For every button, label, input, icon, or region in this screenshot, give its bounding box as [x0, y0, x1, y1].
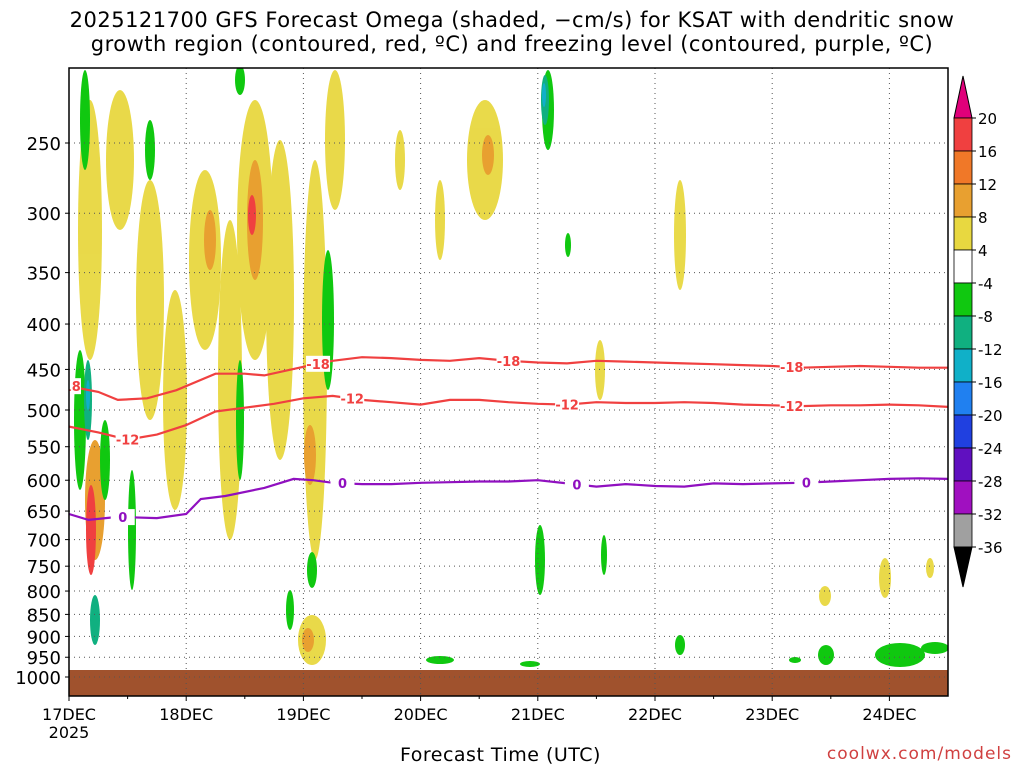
contour-lines: -18 -18 -18 -18 -12 -12 -12 -12 0 0 0 0 — [57, 352, 948, 526]
omega-shading — [69, 68, 948, 696]
x-axis-label: Forecast Time (UTC) — [400, 744, 601, 766]
y-tick-label: 450 — [27, 360, 61, 381]
x-tick-label: 18DEC — [159, 705, 213, 724]
colorbar-label: 16 — [978, 143, 997, 161]
colorbar-label: -32 — [978, 506, 1003, 524]
contour-label: 0 — [572, 478, 581, 493]
colorbar-swatch — [953, 513, 973, 548]
colorbar: 20 16 12 8 4 -4 -8 -12 -16 -20 -24 -28 -32 -36 — [953, 75, 1003, 588]
y-tick-label: 250 — [27, 134, 61, 155]
y-tick-label: 600 — [27, 471, 61, 492]
x-tick-year: 2025 — [49, 723, 90, 742]
y-tick-label: 700 — [27, 531, 61, 552]
y-tick-label: 850 — [27, 605, 61, 626]
colorbar-swatch — [953, 117, 973, 152]
y-tick-label: 300 — [27, 204, 61, 225]
y-tick-label: 650 — [27, 502, 61, 523]
contour-label-bg — [779, 359, 804, 376]
x-tick-label: 22DEC — [628, 705, 682, 724]
chart-title-line1: 2025121700 GFS Forecast Omega (shaded, −… — [69, 8, 955, 32]
colorbar-label: -20 — [978, 407, 1003, 425]
contour-label-bg — [330, 475, 355, 492]
contour-label-bg — [794, 474, 819, 491]
colorbar-swatch — [953, 480, 973, 515]
x-tick-label: 20DEC — [394, 705, 448, 724]
contour-label: -12 — [780, 400, 804, 415]
contour-label-bg — [69, 378, 81, 395]
colorbar-label: -36 — [978, 539, 1003, 557]
colorbar-label: 4 — [978, 242, 988, 260]
colorbar-swatch — [953, 315, 973, 350]
plot-frame — [68, 67, 949, 697]
colorbar-label: 20 — [978, 110, 997, 128]
colorbar-swatch — [953, 381, 973, 416]
contour-label: 0 — [118, 511, 127, 526]
x-tick-label: 19DEC — [276, 705, 330, 724]
contour-label-bg — [779, 397, 804, 414]
y-tick-label: 550 — [27, 438, 61, 459]
chart-title-line2: growth region (contoured, red, ºC) and f… — [90, 32, 934, 56]
contour-label-bg — [340, 390, 365, 407]
contour-label: -18 — [57, 380, 81, 395]
colorbar-label: -8 — [978, 308, 993, 326]
colorbar-swatch — [953, 249, 973, 284]
contour-label: 0 — [338, 477, 347, 492]
y-tick-label: 750 — [27, 557, 61, 578]
contour-label-bg — [564, 476, 589, 493]
contour-label: -12 — [340, 393, 364, 408]
contour-label-bg — [555, 396, 580, 413]
site-credit: coolwx.com/models — [826, 744, 1012, 764]
colorbar-swatch — [953, 150, 973, 185]
y-tick-label: 500 — [27, 401, 61, 422]
colorbar-bottom-arrow — [953, 546, 973, 588]
contour-label-bg — [115, 431, 140, 448]
colorbar-label: -4 — [978, 275, 993, 293]
y-axis-ticks: 2503003504004505005506006507007508008509… — [15, 134, 69, 689]
colorbar-label: -12 — [978, 341, 1003, 359]
x-tick-label: 17DEC — [42, 705, 96, 724]
x-tick-label: 24DEC — [862, 705, 916, 724]
contour-label: -12 — [116, 434, 140, 449]
contour-label: -12 — [555, 399, 579, 414]
colorbar-label: -28 — [978, 473, 1003, 491]
x-axis-ticks: 17DEC 18DEC 19DEC 20DEC 21DEC 22DEC 23DEC 24DEC… — [42, 696, 916, 742]
colorbar-swatch — [953, 183, 973, 218]
x-tick-label: 23DEC — [745, 705, 799, 724]
y-tick-label: 800 — [27, 582, 61, 603]
colorbar-label: 8 — [978, 209, 988, 227]
colorbar-swatch — [953, 216, 973, 251]
x-tick-label: 21DEC — [511, 705, 565, 724]
y-tick-label: 950 — [27, 648, 61, 669]
contour-label: -18 — [497, 355, 521, 370]
contour-label: 0 — [802, 477, 811, 492]
contour-label-bg — [496, 352, 521, 369]
contour-label: -18 — [306, 358, 330, 373]
colorbar-swatch — [953, 414, 973, 449]
colorbar-swatch — [953, 348, 973, 383]
contour-label-bg — [110, 509, 135, 526]
y-tick-label: 1000 — [15, 668, 61, 689]
colorbar-swatch — [953, 282, 973, 317]
contour-label: -18 — [780, 361, 804, 376]
colorbar-label: 12 — [978, 176, 997, 194]
y-tick-label: 350 — [27, 264, 61, 285]
colorbar-top-arrow — [953, 75, 973, 119]
colorbar-label: -16 — [978, 374, 1003, 392]
plot-area: -18 -18 -18 -18 -12 -12 -12 -12 0 0 0 0 — [57, 68, 948, 696]
y-tick-label: 400 — [27, 315, 61, 336]
y-tick-label: 900 — [27, 627, 61, 648]
colorbar-label: -24 — [978, 440, 1003, 458]
contour-label-bg — [306, 355, 331, 372]
colorbar-swatch — [953, 447, 973, 482]
